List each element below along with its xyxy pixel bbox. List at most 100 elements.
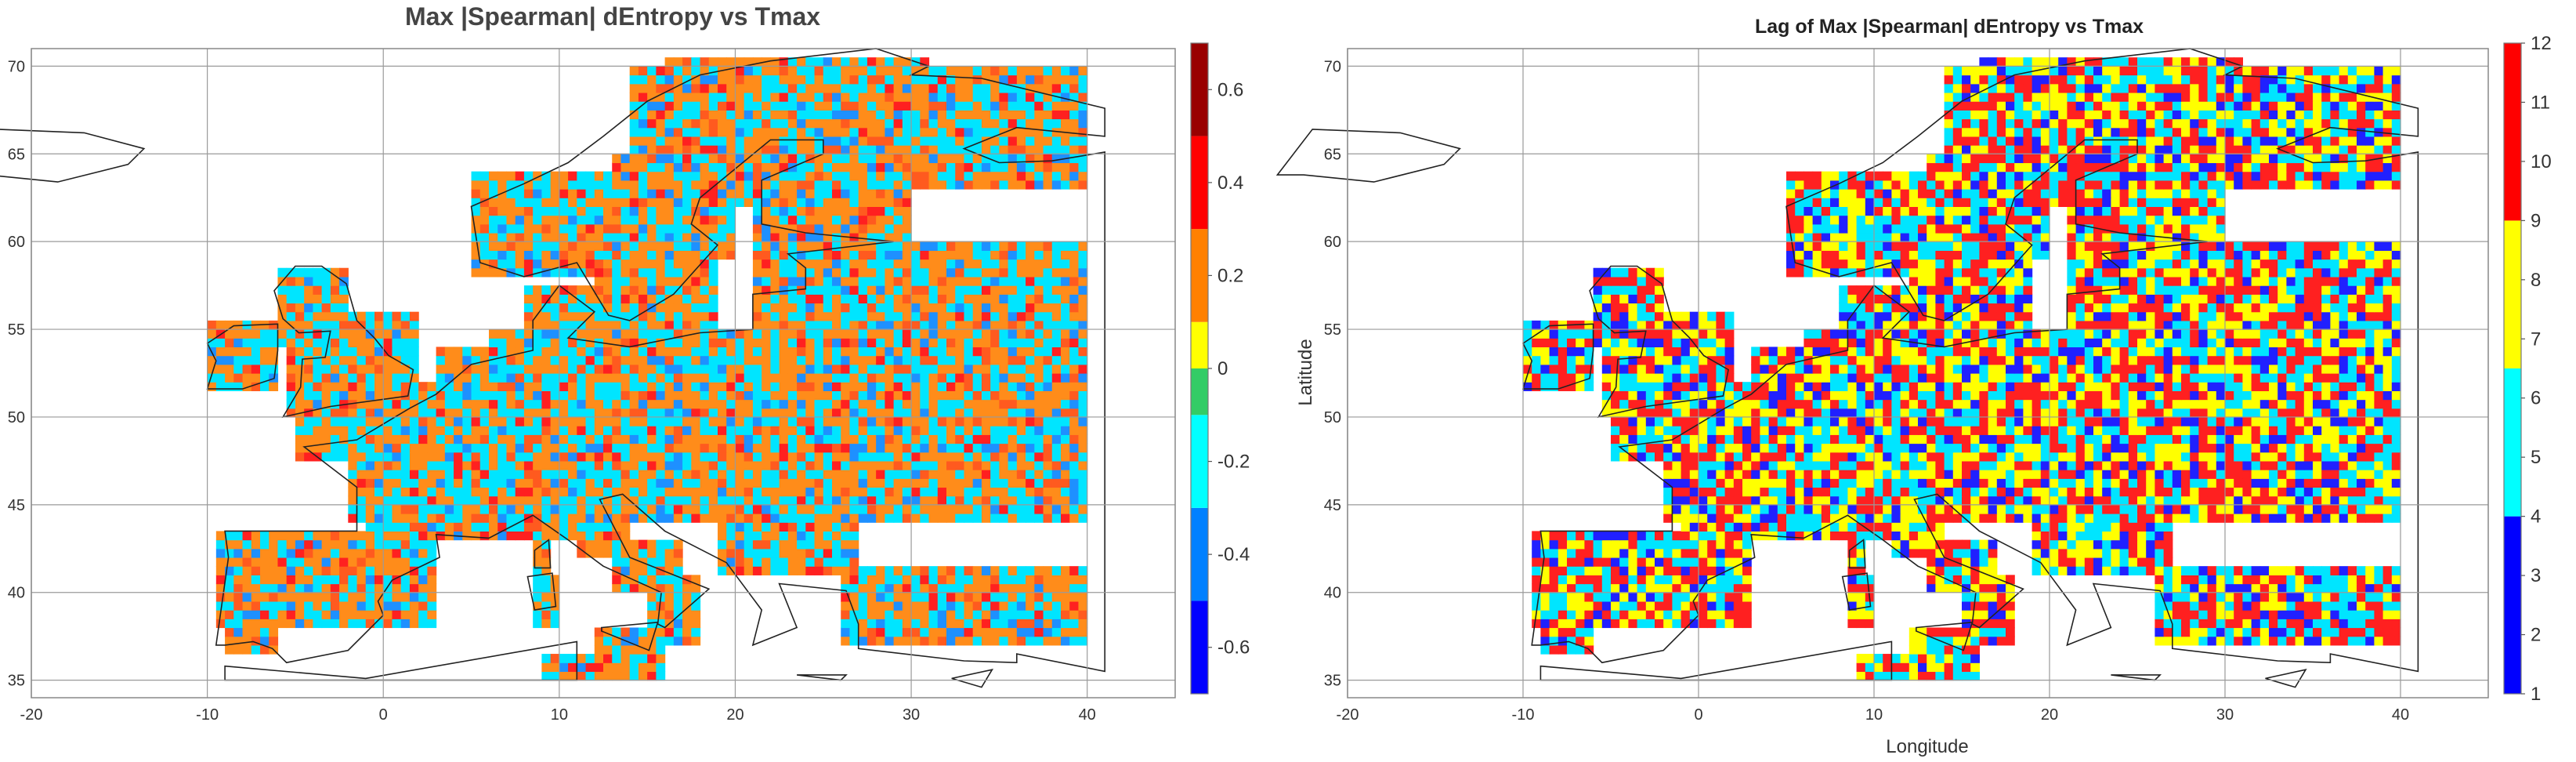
heatmap-cell <box>1051 601 1062 611</box>
heatmap-cell <box>348 382 358 391</box>
heatmap-cell <box>762 259 771 269</box>
heatmap-cell <box>726 390 736 401</box>
heatmap-cell <box>409 443 419 453</box>
heatmap-cell <box>656 329 666 339</box>
heatmap-cell <box>664 338 675 348</box>
heatmap-cell <box>533 294 542 304</box>
heatmap-cell <box>1918 671 1927 681</box>
heatmap-cell <box>762 267 771 278</box>
heatmap-cell <box>515 329 525 339</box>
heatmap-cell <box>656 118 666 129</box>
heatmap-cell <box>990 311 1000 321</box>
heatmap-cell <box>348 390 358 401</box>
y-tick-label: 65 <box>8 146 25 163</box>
heatmap-cell <box>383 390 393 401</box>
heatmap-cell <box>708 338 718 348</box>
heatmap-cell <box>2321 636 2331 646</box>
heatmap-cell <box>682 241 692 251</box>
heatmap-cell <box>497 487 508 497</box>
heatmap-cell <box>902 267 912 278</box>
heatmap-cell <box>999 478 1009 488</box>
heatmap-cell <box>2365 636 2375 646</box>
heatmap-cell <box>805 452 816 462</box>
heatmap-cell <box>700 364 710 374</box>
heatmap-cell <box>348 373 358 383</box>
heatmap-cell <box>1558 627 1568 637</box>
heatmap-cell <box>559 259 569 269</box>
heatmap-cell <box>471 259 481 269</box>
heatmap-cell <box>708 276 718 286</box>
heatmap-cell <box>374 399 384 409</box>
heatmap-cell <box>1078 452 1088 462</box>
heatmap-cell <box>647 232 657 242</box>
heatmap-cell <box>339 364 349 374</box>
heatmap-cell <box>823 390 833 401</box>
heatmap-cell <box>2259 636 2270 646</box>
heatmap-cell <box>876 373 885 383</box>
heatmap-cell <box>541 478 552 488</box>
heatmap-cell <box>981 355 991 365</box>
heatmap-cell <box>471 452 481 462</box>
heatmap-cell <box>1051 416 1062 426</box>
heatmap-cell <box>787 329 798 339</box>
heatmap-cell <box>392 364 402 374</box>
heatmap-cell <box>2172 636 2182 646</box>
heatmap-cell <box>418 575 428 585</box>
heatmap-cell <box>823 373 833 383</box>
heatmap-cell <box>946 285 956 295</box>
heatmap-cell <box>207 364 217 374</box>
heatmap-cell <box>1043 74 1053 85</box>
heatmap-cell <box>1034 443 1044 453</box>
heatmap-cell <box>215 583 226 593</box>
heatmap-cell <box>207 382 217 391</box>
heatmap-cell <box>858 399 868 409</box>
heatmap-cell <box>1069 495 1080 506</box>
heatmap-cell <box>629 162 639 172</box>
heatmap-cell <box>277 610 288 619</box>
heatmap-cell <box>937 329 947 339</box>
heatmap-cell <box>215 548 226 558</box>
heatmap-cell <box>797 232 806 242</box>
heatmap-cell <box>700 180 710 190</box>
heatmap-cell <box>999 408 1009 418</box>
heatmap-cell <box>876 198 885 208</box>
heatmap-cell <box>673 267 683 278</box>
heatmap-cell <box>533 557 542 567</box>
heatmap-cell <box>409 434 419 444</box>
heatmap-cell <box>1034 66 1044 76</box>
heatmap-cell <box>937 495 947 506</box>
heatmap-cell <box>787 443 798 453</box>
heatmap-cell <box>603 223 613 234</box>
heatmap-cell <box>1016 101 1026 111</box>
heatmap-cell <box>981 329 991 339</box>
heatmap-cell <box>1034 566 1044 575</box>
heatmap-cell <box>990 347 1000 357</box>
heatmap-cell <box>832 145 841 154</box>
heatmap-cell <box>814 303 824 313</box>
heatmap-cell <box>682 575 692 585</box>
heatmap-cell <box>2155 610 2165 619</box>
heatmap-cell <box>972 495 982 506</box>
heatmap-cell <box>937 250 947 260</box>
heatmap-cell <box>708 329 718 339</box>
heatmap-cell <box>972 338 982 348</box>
heatmap-cell <box>462 355 472 365</box>
heatmap-cell <box>700 426 710 435</box>
heatmap-cell <box>1043 259 1053 269</box>
heatmap-cell <box>823 241 833 251</box>
heatmap-cell <box>805 223 816 234</box>
heatmap-cell <box>876 241 885 251</box>
heatmap-cell <box>762 303 771 313</box>
heatmap-cell <box>1043 627 1053 637</box>
heatmap-cell <box>964 241 974 251</box>
heatmap-cell <box>920 311 930 321</box>
heatmap-cell <box>269 338 279 348</box>
heatmap-cell <box>920 171 930 181</box>
heatmap-cell <box>1043 101 1053 111</box>
heatmap-cell <box>981 627 991 637</box>
heatmap-cell <box>612 434 622 444</box>
heatmap-cell <box>814 390 824 401</box>
heatmap-cell <box>823 548 833 558</box>
heatmap-cell <box>1016 136 1026 146</box>
heatmap-cell <box>559 434 569 444</box>
